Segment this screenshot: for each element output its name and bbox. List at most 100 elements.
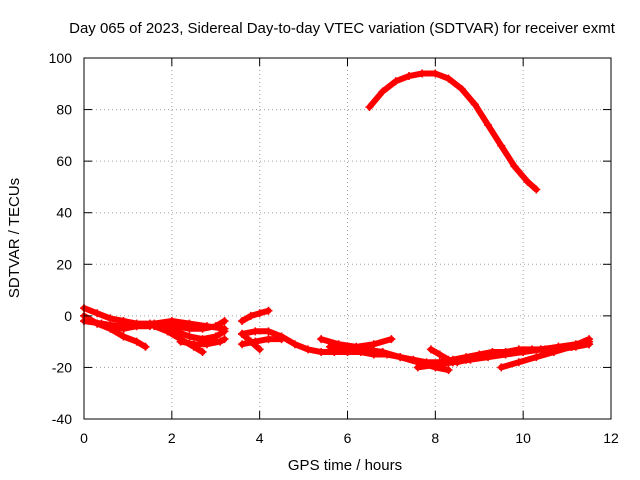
point-arc-k-1 [251, 337, 260, 346]
point-arc-e-1 [163, 327, 172, 336]
point-arc-l-3 [369, 340, 378, 349]
point-arc-q-1 [514, 358, 523, 367]
point-arc-high-4 [418, 69, 427, 78]
point-arc-p-4 [484, 353, 493, 362]
y-axis-label: SDTVAR / TECUs [6, 178, 23, 298]
point-arc-m-1 [343, 345, 352, 354]
y-tick-label-20: 20 [56, 256, 72, 272]
point-arc-p-0 [413, 363, 422, 372]
point-arc-n-0 [378, 347, 387, 356]
point-arc-b-5 [141, 342, 150, 351]
series-arc-g [93, 319, 154, 333]
x-tick-label-10: 10 [515, 430, 531, 446]
point-arc-f-4 [220, 335, 229, 344]
point-arc-f-1 [189, 340, 198, 349]
point-arc-h-0 [238, 317, 247, 326]
y-tick-label-0: 0 [64, 308, 72, 324]
point-arc-r-4 [585, 340, 594, 349]
y-tick-label-40: 40 [56, 205, 72, 221]
x-tick-label-4: 4 [256, 430, 264, 446]
series-layer [80, 69, 594, 375]
point-arc-j-6 [317, 347, 326, 356]
y-tick-label--40: -40 [52, 411, 72, 427]
point-arc-d-4 [211, 332, 220, 341]
point-arc-p-3 [466, 355, 475, 364]
point-arc-a-1 [93, 309, 102, 318]
point-arc-d-5 [220, 327, 229, 336]
point-arc-f-0 [176, 337, 185, 346]
series-line-arc-high [366, 70, 540, 193]
point-arc-n-4 [444, 366, 453, 375]
point-arc-high-9 [484, 121, 493, 130]
point-arc-q-2 [532, 353, 541, 362]
point-arc-r-1 [536, 345, 545, 354]
axis-ticks: 0 2 4 6 8 10 12 -40 -20 0 20 40 60 80 100 [49, 50, 619, 446]
point-arc-r-0 [519, 347, 528, 356]
point-arc-c-6 [185, 319, 194, 328]
point-arc-h-3 [264, 306, 273, 315]
x-tick-label-2: 2 [168, 430, 176, 446]
point-arc-p-5 [501, 350, 510, 359]
y-tick-label-80: 80 [56, 102, 72, 118]
point-arc-g-2 [119, 324, 128, 333]
point-arc-j-2 [264, 327, 273, 336]
series-arc-high [365, 69, 541, 194]
point-arc-k-2 [264, 335, 273, 344]
y-tick-label-100: 100 [49, 50, 73, 66]
x-tick-label-8: 8 [431, 430, 439, 446]
point-arc-high-8 [470, 100, 479, 109]
series-arc-d [159, 322, 229, 344]
point-arc-high-12 [523, 177, 532, 186]
series-arc-h [238, 306, 273, 326]
point-arc-g-3 [132, 322, 141, 331]
point-arc-j-4 [290, 340, 299, 349]
series-arc-n [378, 347, 453, 375]
point-arc-m-2 [361, 345, 370, 354]
point-arc-h-2 [255, 309, 264, 318]
point-arc-f-3 [216, 337, 225, 346]
point-arc-g-4 [145, 322, 154, 331]
point-arc-e-4 [198, 347, 207, 356]
series-arc-k [238, 335, 286, 349]
grid-lines [84, 58, 611, 419]
point-arc-r-2 [554, 345, 563, 354]
point-arc-high-13 [532, 185, 541, 194]
point-arc-high-2 [391, 77, 400, 86]
point-arc-high-7 [457, 84, 466, 93]
point-arc-k-0 [238, 340, 247, 349]
series-line-arc-m [326, 343, 386, 355]
x-tick-label-12: 12 [603, 430, 619, 446]
point-arc-f-2 [202, 340, 211, 349]
point-arc-b-4 [132, 337, 141, 346]
point-arc-j-5 [303, 345, 312, 354]
point-arc-o-1 [435, 350, 444, 359]
point-arc-j-0 [238, 329, 247, 338]
point-arc-i-2 [255, 345, 264, 354]
point-arc-p-2 [448, 358, 457, 367]
point-arc-c-7 [202, 322, 211, 331]
point-arc-j-1 [251, 327, 260, 336]
point-arc-h-1 [246, 311, 255, 320]
series-arc-r [519, 340, 594, 356]
point-arc-l-4 [387, 335, 396, 344]
point-arc-o-0 [426, 345, 435, 354]
point-arc-high-1 [378, 87, 387, 96]
point-arc-q-0 [497, 363, 506, 372]
point-arc-r-3 [571, 342, 580, 351]
series-line-arc-k [239, 336, 285, 348]
point-arc-p-1 [431, 360, 440, 369]
point-arc-c-5 [167, 317, 176, 326]
x-tick-label-0: 0 [80, 430, 88, 446]
point-arc-high-0 [365, 102, 374, 111]
point-arc-n-1 [396, 353, 405, 362]
point-arc-g-0 [93, 319, 102, 328]
point-arc-g-1 [106, 322, 115, 331]
point-arc-m-0 [325, 342, 334, 351]
point-arc-a-2 [106, 314, 115, 323]
point-arc-high-5 [431, 69, 440, 78]
point-arc-a-11 [220, 317, 229, 326]
point-arc-high-6 [444, 74, 453, 83]
series-line-arc-h [239, 307, 272, 324]
